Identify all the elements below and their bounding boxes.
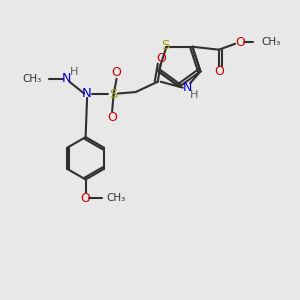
Text: O: O <box>156 52 166 65</box>
Text: CH₃: CH₃ <box>261 37 280 47</box>
Text: S: S <box>110 88 118 101</box>
Text: O: O <box>236 36 245 49</box>
Text: H: H <box>190 90 199 100</box>
Text: N: N <box>62 72 71 85</box>
Text: O: O <box>107 111 117 124</box>
Text: O: O <box>112 66 122 80</box>
Text: H: H <box>70 67 78 77</box>
Text: N: N <box>182 81 192 94</box>
Text: O: O <box>81 191 91 205</box>
Text: O: O <box>214 65 224 78</box>
Text: CH₃: CH₃ <box>22 74 41 84</box>
Text: S: S <box>161 39 169 52</box>
Text: N: N <box>82 87 92 100</box>
Text: CH₃: CH₃ <box>107 193 126 203</box>
